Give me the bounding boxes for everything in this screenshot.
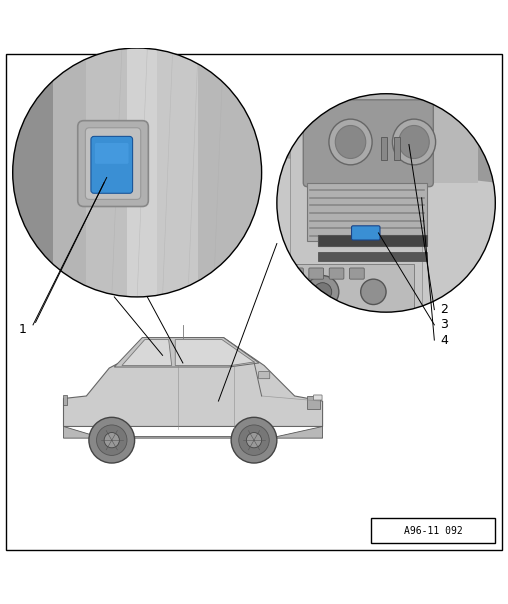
- Ellipse shape: [399, 126, 429, 158]
- Polygon shape: [290, 112, 422, 310]
- FancyBboxPatch shape: [352, 226, 380, 240]
- Text: A96-11 092: A96-11 092: [404, 525, 462, 536]
- FancyBboxPatch shape: [318, 252, 427, 262]
- Text: 1: 1: [19, 323, 27, 336]
- FancyBboxPatch shape: [85, 128, 141, 199]
- Circle shape: [246, 432, 262, 448]
- Polygon shape: [64, 426, 323, 438]
- FancyBboxPatch shape: [78, 121, 148, 207]
- FancyBboxPatch shape: [307, 396, 320, 409]
- Ellipse shape: [329, 119, 372, 165]
- Polygon shape: [114, 338, 259, 367]
- Circle shape: [313, 283, 332, 301]
- FancyBboxPatch shape: [91, 137, 133, 193]
- Ellipse shape: [393, 119, 436, 165]
- Circle shape: [239, 425, 269, 455]
- FancyBboxPatch shape: [6, 54, 502, 550]
- Polygon shape: [64, 338, 323, 426]
- Text: 4: 4: [440, 333, 449, 347]
- Circle shape: [231, 417, 277, 463]
- Circle shape: [277, 94, 495, 312]
- FancyBboxPatch shape: [289, 268, 303, 279]
- Circle shape: [13, 48, 262, 297]
- FancyBboxPatch shape: [95, 143, 129, 164]
- FancyBboxPatch shape: [13, 48, 53, 297]
- FancyBboxPatch shape: [287, 264, 414, 312]
- FancyBboxPatch shape: [350, 268, 364, 279]
- FancyBboxPatch shape: [307, 182, 427, 241]
- FancyBboxPatch shape: [259, 371, 270, 379]
- Circle shape: [306, 275, 339, 308]
- FancyBboxPatch shape: [157, 48, 198, 297]
- Circle shape: [13, 48, 262, 297]
- Ellipse shape: [335, 126, 366, 158]
- Polygon shape: [122, 339, 172, 365]
- FancyBboxPatch shape: [127, 48, 157, 297]
- Circle shape: [97, 425, 127, 455]
- FancyBboxPatch shape: [371, 518, 495, 544]
- Text: 2: 2: [440, 303, 449, 316]
- FancyBboxPatch shape: [309, 268, 324, 279]
- FancyBboxPatch shape: [318, 235, 427, 246]
- FancyBboxPatch shape: [313, 395, 322, 400]
- FancyBboxPatch shape: [198, 48, 274, 297]
- Polygon shape: [175, 339, 254, 365]
- FancyBboxPatch shape: [86, 48, 127, 297]
- FancyBboxPatch shape: [63, 396, 67, 405]
- Circle shape: [104, 432, 119, 448]
- Text: 3: 3: [440, 318, 449, 332]
- FancyBboxPatch shape: [329, 268, 344, 279]
- Polygon shape: [277, 94, 495, 182]
- Circle shape: [89, 417, 135, 463]
- FancyBboxPatch shape: [303, 100, 433, 187]
- FancyBboxPatch shape: [394, 137, 400, 160]
- FancyBboxPatch shape: [381, 137, 387, 160]
- Circle shape: [277, 94, 495, 312]
- Circle shape: [361, 279, 386, 304]
- FancyBboxPatch shape: [295, 81, 478, 182]
